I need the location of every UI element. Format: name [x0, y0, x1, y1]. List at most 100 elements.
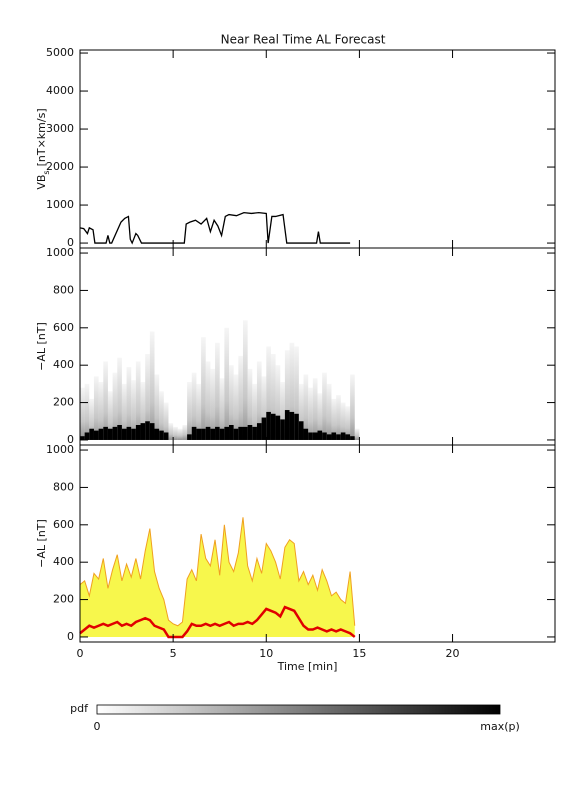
colorbar-max: max(p)	[480, 720, 520, 733]
y-tick-label: 800	[53, 283, 74, 296]
pdf-core	[215, 426, 220, 440]
y-tick-label: 600	[53, 321, 74, 334]
pdf-core	[149, 423, 155, 440]
data-line	[79, 211, 351, 245]
pdf-core	[80, 436, 85, 440]
pdf-core	[210, 428, 216, 440]
pdf-core	[135, 425, 141, 440]
pdf-column	[261, 376, 267, 440]
chart-title: Near Real Time AL Forecast	[221, 33, 386, 47]
pdf-column	[173, 426, 178, 440]
pdf-core	[205, 426, 211, 440]
pdf-core	[266, 411, 271, 440]
y-axis-label-sub: s	[42, 170, 51, 174]
pdf-column	[112, 372, 118, 440]
pdf-column	[350, 374, 355, 440]
pdf-column	[252, 383, 257, 440]
colorbar-min: 0	[94, 720, 101, 733]
pdf-core	[270, 413, 276, 440]
pdf-column	[210, 368, 216, 440]
y-tick-label: 400	[53, 358, 74, 371]
pdf-column	[187, 382, 192, 440]
pdf-column	[322, 372, 327, 440]
pdf-column	[312, 378, 318, 440]
pdf-core	[247, 425, 253, 440]
pdf-core	[336, 434, 341, 440]
pdf-core	[242, 426, 248, 440]
y-tick-label: 200	[53, 396, 74, 409]
pdf-column	[270, 353, 276, 440]
y-tick-label: 600	[53, 518, 74, 531]
pdf-core	[340, 432, 346, 440]
pdf-core	[326, 434, 332, 440]
pdf-column	[247, 368, 253, 440]
y-tick-label: 1000	[46, 198, 74, 211]
pdf-column	[154, 374, 160, 440]
pdf-core	[187, 434, 192, 440]
pdf-column	[266, 346, 271, 440]
plot-frame	[79, 49, 556, 249]
pdf-core	[121, 428, 127, 440]
pdf-core	[308, 432, 313, 440]
x-axis-label: Time [min]	[277, 660, 338, 673]
pdf-core	[284, 410, 290, 440]
pdf-column	[107, 391, 113, 440]
pdf-column	[233, 374, 239, 440]
y-tick-label: 0	[67, 630, 74, 643]
pdf-column	[215, 342, 220, 440]
pdf-column	[126, 367, 132, 440]
pdf-core	[261, 417, 267, 440]
y-tick-label: 400	[53, 555, 74, 568]
pdf-core	[131, 428, 136, 440]
pdf-core	[84, 432, 90, 440]
pdf-core	[294, 413, 299, 440]
x-tick-label: 0	[77, 647, 84, 660]
pdf-column	[284, 350, 290, 440]
x-tick-label: 15	[352, 647, 366, 660]
pdf-column	[131, 380, 136, 440]
x-tick-label: 5	[170, 647, 177, 660]
pdf-core	[303, 428, 309, 440]
pdf-core	[350, 436, 355, 440]
pdf-core	[219, 428, 225, 440]
pdf-core	[117, 425, 122, 440]
pdf-column	[242, 320, 248, 440]
pdf-core	[280, 419, 285, 440]
pdf-column	[336, 395, 341, 440]
pdf-core	[191, 426, 197, 440]
pdf-column	[93, 376, 99, 440]
pdf-column	[89, 398, 94, 440]
y-tick-label: 5000	[46, 46, 74, 59]
pdf-column	[159, 391, 164, 440]
pdf-column	[326, 383, 332, 440]
y-axis-label: −AL [nT]	[35, 322, 48, 371]
pdf-column	[201, 337, 206, 440]
pdf-core	[238, 426, 243, 440]
pdf-core	[331, 432, 337, 440]
pdf-column	[340, 402, 346, 440]
pdf-column	[275, 365, 281, 440]
colorbar	[96, 704, 501, 715]
y-tick-label: 2000	[46, 160, 74, 173]
pdf-core	[289, 411, 295, 440]
pdf-column	[238, 355, 243, 440]
y-tick-label: 200	[53, 593, 74, 606]
ensemble-line	[79, 517, 356, 627]
plot-frame	[79, 444, 556, 643]
pdf-column	[205, 361, 211, 440]
pdf-column	[182, 425, 188, 440]
pdf-column	[219, 378, 225, 440]
pdf-core	[317, 430, 323, 440]
pdf-column	[121, 383, 127, 440]
y-axis-label-part: VB	[35, 175, 48, 190]
pdf-column	[303, 374, 309, 440]
pdf-column	[317, 393, 323, 440]
pdf-column	[117, 357, 122, 440]
y-tick-label: 3000	[46, 122, 74, 135]
pdf-column	[224, 327, 230, 440]
pdf-core	[103, 426, 108, 440]
y-tick-label: 0	[67, 236, 74, 249]
ensemble-line	[79, 605, 356, 639]
pdf-column	[331, 398, 337, 440]
pdf-core	[233, 428, 239, 440]
